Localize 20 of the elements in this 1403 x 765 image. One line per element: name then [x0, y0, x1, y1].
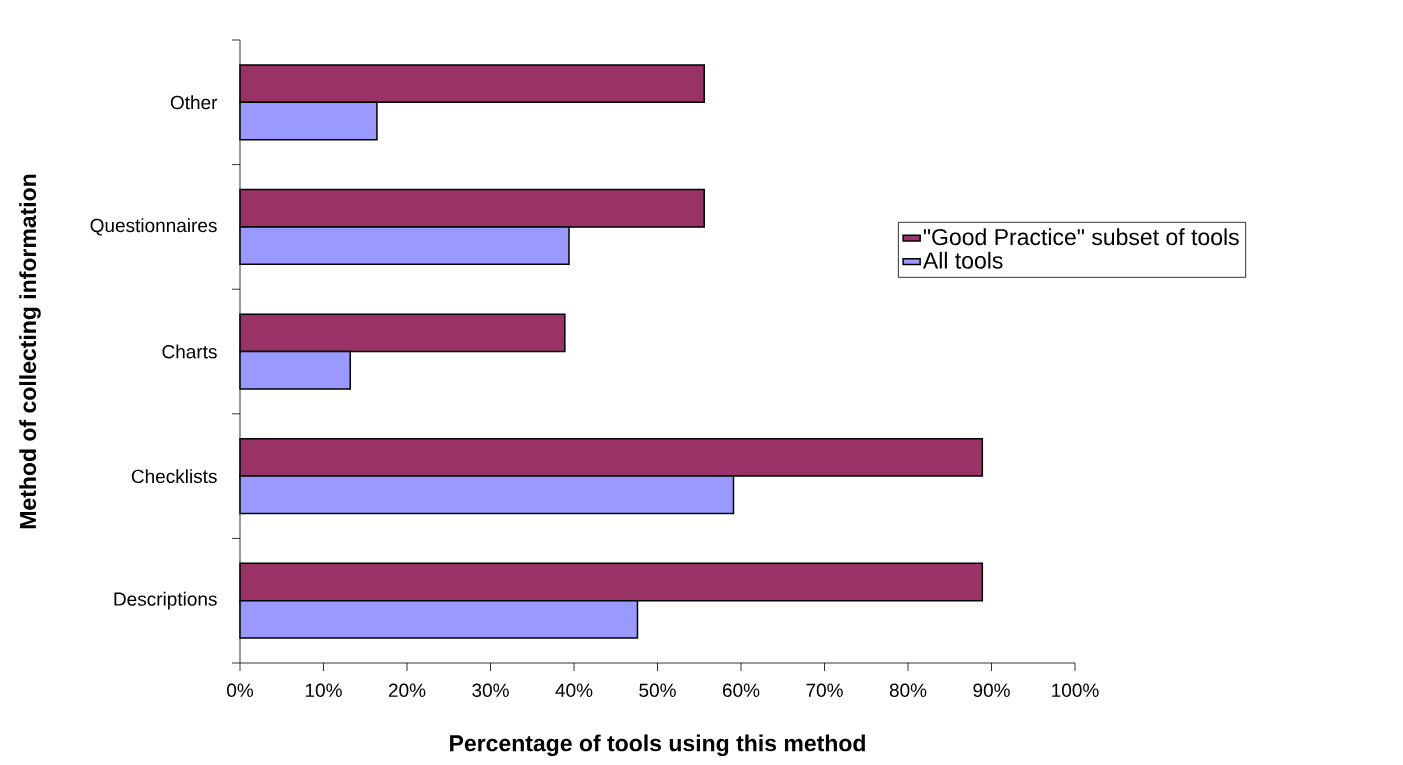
y-tick-label: Descriptions	[114, 591, 217, 610]
y-tick-label: Questionnaires	[90, 218, 217, 236]
x-tick-label: 60%	[722, 683, 760, 697]
x-tick-label: 70%	[806, 683, 843, 697]
x-tick-label: 80%	[889, 683, 927, 697]
x-tick-label: 100%	[1052, 683, 1099, 697]
x-tick-label: 40%	[555, 683, 593, 697]
x-tick-label: 20%	[388, 683, 426, 697]
legend-label: "Good Practice" subset of tools	[923, 228, 1239, 246]
legend-label: All tools	[922, 251, 1003, 269]
x-tick-label: 0%	[227, 683, 254, 697]
x-tick-label: 10%	[305, 683, 342, 697]
x-tick-label: 90%	[973, 683, 1010, 697]
y-tick-label: Checklists	[131, 469, 217, 484]
x-tick-label: 30%	[472, 683, 509, 697]
y-tick-label: Charts	[162, 344, 217, 359]
y-tick-label: Other	[170, 95, 218, 110]
x-tick-label: 50%	[639, 683, 676, 697]
y-axis-title: Method of collecting information	[19, 174, 41, 529]
x-axis-title: Percentage of tools using this method	[450, 734, 865, 757]
